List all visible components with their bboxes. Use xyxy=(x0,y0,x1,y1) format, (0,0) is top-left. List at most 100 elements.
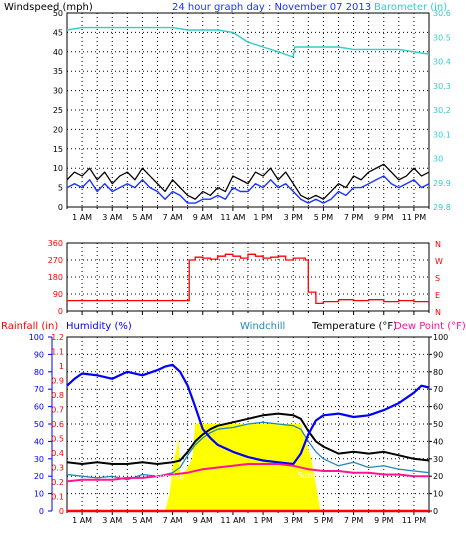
compass-tick-label: E xyxy=(435,291,440,300)
humidity-tick-label: 50 xyxy=(34,420,44,429)
rain-tick-label: 0 xyxy=(59,507,64,516)
humidity-tick-label: 40 xyxy=(34,437,44,446)
x-tick-label: 7 AM xyxy=(163,213,183,222)
rain-tick-label: 1 xyxy=(59,362,64,371)
temperature-axis-label: Temperature (°F) xyxy=(311,321,397,332)
humidity-tick-label: 100 xyxy=(29,333,44,342)
temperature-tick-label: 60 xyxy=(433,403,443,412)
x-tick-label: 9 AM xyxy=(193,213,213,222)
temperature-tick-label: 70 xyxy=(433,385,443,394)
windchill-series-line xyxy=(66,421,430,481)
compass-tick-label: W xyxy=(435,257,443,266)
wind-tick-label: 20 xyxy=(53,125,63,134)
barometer-axis-label: Barometer (in) xyxy=(374,2,447,13)
compass-tick-label: N xyxy=(435,240,441,249)
wind-tick-label: 5 xyxy=(58,184,63,193)
temperature-tick-label: 100 xyxy=(433,333,448,342)
temperature-tick-label: 30 xyxy=(433,455,443,464)
temperature-series-line xyxy=(66,412,430,465)
humidity-tick-label: 90 xyxy=(34,350,44,359)
x-tick-label: 5 AM xyxy=(132,516,152,525)
temperature-tick-label: 40 xyxy=(433,437,443,446)
temperature-tick-label: 50 xyxy=(433,420,443,429)
humidity-series-line xyxy=(66,363,430,466)
x-tick-label: 3 PM xyxy=(284,213,303,222)
x-tick-label: 5 AM xyxy=(132,213,152,222)
x-tick-label: 9 AM xyxy=(193,516,213,525)
rain-tick-label: 1.2 xyxy=(51,333,64,342)
x-tick-label: 7 PM xyxy=(344,213,363,222)
wind-tick-label: 45 xyxy=(53,28,63,37)
barometer-tick-label: 30.4 xyxy=(433,58,451,67)
x-tick-label: 7 PM xyxy=(344,516,363,525)
x-tick-label: 3 AM xyxy=(102,213,122,222)
barometer-tick-label: 30.1 xyxy=(433,130,451,139)
x-tick-label: 1 AM xyxy=(72,516,92,525)
wind-panel: 0 5 10 15 20 25 30 35 40 45 50 29.8 29.9 30 30.1 30.2 30… xyxy=(53,9,451,222)
x-tick-label: 11 AM xyxy=(220,213,245,222)
humidity-tick-label: 30 xyxy=(34,455,44,464)
wind-tick-label: 30 xyxy=(53,87,63,96)
x-tick-label: 1 AM xyxy=(72,213,92,222)
rain-tick-label: 0.3 xyxy=(51,464,64,473)
wind-tick-label: 50 xyxy=(53,9,63,18)
barometer-tick-label: 30.5 xyxy=(433,33,451,42)
wind-tick-label: 40 xyxy=(53,48,63,57)
humidity-tick-label: 70 xyxy=(34,385,44,394)
humidity-tick-label: 0 xyxy=(39,507,44,516)
humidity-axis-label: Humidity (%) xyxy=(66,321,132,332)
direction-tick-label: 270 xyxy=(48,256,63,265)
rain-tick-label: 0.4 xyxy=(51,449,64,458)
x-tick-label: 5 PM xyxy=(314,516,333,525)
compass-tick-label: N xyxy=(435,308,441,317)
barometer-tick-label: 30.6 xyxy=(433,9,451,18)
barometer-tick-label: 29.9 xyxy=(433,179,451,188)
x-tick-label: 3 AM xyxy=(102,516,122,525)
direction-tick-label: 180 xyxy=(48,273,63,282)
dewpoint-series-line xyxy=(66,463,429,483)
temperature-tick-label: 10 xyxy=(433,490,443,499)
rain-tick-label: 0.6 xyxy=(51,420,64,429)
rain-tick-label: 0.8 xyxy=(51,391,64,400)
barometer-tick-label: 30.2 xyxy=(433,106,451,115)
temperature-panel: 010203040506070809010000.10.20.30.40.50.… xyxy=(29,333,449,525)
rain-tick-label: 0.1 xyxy=(51,493,64,502)
windchill-label: Windchill xyxy=(240,321,285,332)
barometer-tick-label: 30 xyxy=(433,155,443,164)
solar-area xyxy=(67,424,429,511)
compass-tick-label: S xyxy=(435,274,440,283)
direction-tick-label: 90 xyxy=(53,290,63,299)
wind-tick-label: 35 xyxy=(53,67,63,76)
temperature-tick-label: 0 xyxy=(433,507,438,516)
graph-title: 24 hour graph day : November 07 2013 xyxy=(172,2,371,13)
rain-tick-label: 0.7 xyxy=(51,406,64,415)
x-tick-label: 9 PM xyxy=(374,213,393,222)
windspeed-series-line xyxy=(66,175,430,204)
direction-tick-label: 360 xyxy=(48,239,63,248)
barometer-tick-label: 30.3 xyxy=(433,82,451,91)
rain-tick-label: 0.2 xyxy=(51,478,64,487)
x-tick-label: 5 PM xyxy=(314,213,333,222)
rainfall-axis-label: Rainfall (in) xyxy=(1,321,58,332)
rain-tick-label: 1.1 xyxy=(51,348,64,357)
wind-tick-label: 0 xyxy=(58,203,63,212)
x-tick-label: 7 AM xyxy=(163,516,183,525)
humidity-tick-label: 80 xyxy=(34,368,44,377)
x-tick-label: 3 PM xyxy=(284,516,303,525)
barometer-series-line xyxy=(66,26,430,58)
wind-tick-label: 10 xyxy=(53,164,63,173)
barometer-tick-label: 29.8 xyxy=(433,203,451,212)
x-tick-label: 1 PM xyxy=(253,213,272,222)
humidity-tick-label: 60 xyxy=(34,403,44,412)
dewpoint-axis-label: Dew Point (°F) xyxy=(394,321,466,332)
rain-tick-label: 0.9 xyxy=(51,377,64,386)
rain-tick-label: 0.5 xyxy=(51,435,64,444)
x-tick-label: 1 PM xyxy=(253,516,272,525)
x-tick-label: 11 AM xyxy=(220,516,245,525)
wind-axis-label: Windspeed (mph) xyxy=(4,2,93,13)
humidity-tick-label: 20 xyxy=(34,472,44,481)
x-tick-label: 11 PM xyxy=(402,213,427,222)
